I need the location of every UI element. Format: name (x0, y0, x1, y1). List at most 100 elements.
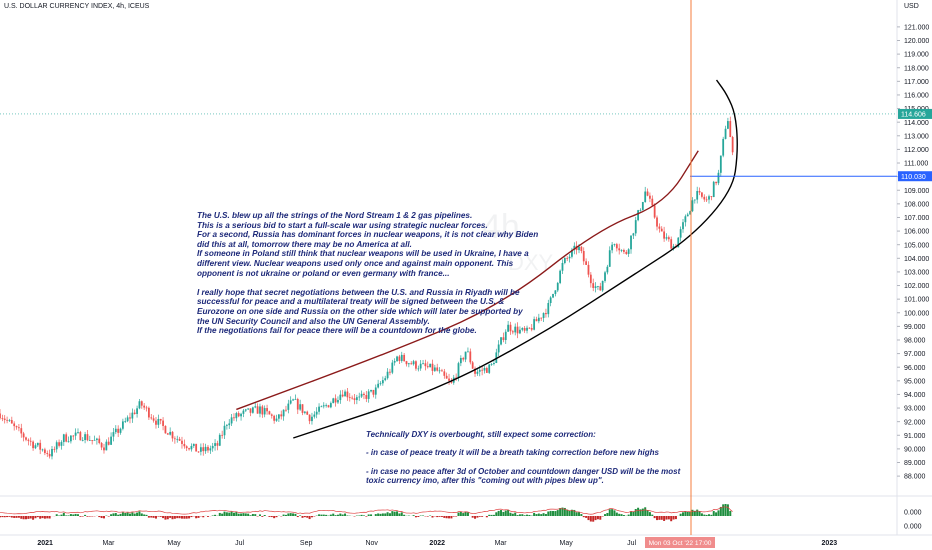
candle-body (516, 326, 519, 334)
candle-body (301, 404, 304, 413)
oscillator-bar (656, 516, 659, 521)
oscillator-bar (202, 516, 205, 518)
oscillator-bar (197, 516, 200, 518)
oscillator-bar (310, 516, 313, 518)
upper-channel-line[interactable] (236, 150, 699, 411)
x-tick-label: 2022 (429, 540, 445, 547)
oscillator-bar (388, 513, 391, 516)
candle-body (691, 200, 694, 212)
oscillator-bar (526, 514, 529, 516)
oscillator-bar (336, 514, 339, 516)
oscillator-bar (604, 514, 607, 516)
oscillator-bar (121, 512, 124, 516)
candle-body (438, 370, 441, 372)
candle-body (464, 351, 467, 360)
candle-body (526, 327, 528, 331)
candle-body (651, 198, 654, 206)
candle-body (311, 416, 313, 422)
candle-body (424, 363, 427, 367)
oscillator-bar (365, 516, 368, 517)
candle-body (646, 191, 649, 196)
candle-body (185, 446, 188, 449)
oscillator-signal-line (0, 506, 733, 515)
oscillator-bar (332, 513, 335, 516)
candle-body (667, 237, 670, 240)
idea-note-main-line: opponent is not ukraine or poland or eve… (197, 268, 450, 278)
candle-body (649, 195, 651, 199)
candle-body (495, 352, 498, 364)
oscillator-bar (592, 516, 595, 522)
oscillator-bar (561, 507, 564, 516)
oscillator-bar (162, 516, 165, 519)
candle-body (20, 428, 23, 434)
candle-body (504, 331, 507, 341)
oscillator-bar (523, 515, 526, 516)
oscillator-bar (516, 515, 519, 516)
oscillator-bar (301, 516, 304, 518)
y-tick-label: 111.000 (904, 161, 928, 168)
oscillator-bar (644, 507, 647, 516)
candle-body (325, 405, 328, 407)
candle-body (542, 313, 545, 319)
candle-body (535, 319, 538, 322)
candle-body (665, 237, 668, 239)
oscillator-bar (367, 514, 370, 516)
oscillator-bar (495, 512, 498, 516)
candle-body (729, 121, 732, 138)
y-tick-label: 108.000 (904, 201, 929, 208)
candle-body (10, 420, 13, 424)
oscillator-bar (67, 515, 70, 516)
candle-body (138, 401, 141, 409)
oscillator-bar (712, 511, 715, 516)
idea-note-main-line: the UN Security Council and also the UN … (197, 316, 430, 326)
oscillator-bar (282, 514, 285, 516)
candle-body (188, 448, 190, 450)
candle-body (334, 398, 337, 403)
candle-body (277, 414, 280, 419)
oscillator-bar (582, 516, 585, 518)
oscillator-bar (131, 512, 134, 516)
oscillator-bar (46, 516, 49, 519)
oscillator-bar (622, 515, 625, 516)
candle-body (507, 324, 510, 332)
candle-body (582, 251, 585, 262)
candle-body (337, 400, 339, 403)
oscillator-bar (497, 510, 500, 516)
oscillator-bar (32, 516, 35, 520)
candle-body (263, 408, 266, 415)
oscillator-bar (36, 516, 39, 518)
last-price-badge (898, 108, 932, 119)
oscillator-bar (102, 516, 105, 519)
oscillator-bar (320, 514, 323, 516)
candle-body (561, 262, 564, 271)
oscillator-bar (228, 512, 231, 516)
oscillator-bar (587, 516, 590, 521)
oscillator-bar (258, 514, 261, 516)
oscillator-bar (10, 516, 13, 518)
candle-body (448, 378, 450, 381)
oscillator-bar (112, 513, 115, 516)
oscillator-bar (703, 514, 706, 516)
candle-body (429, 363, 432, 368)
lower-channel-line[interactable] (293, 79, 738, 439)
candle-body (157, 418, 160, 425)
candle-body (391, 362, 394, 373)
candle-body (322, 405, 325, 407)
oscillator-bar (41, 516, 44, 519)
oscillator-bar (689, 511, 692, 516)
candle-body (537, 317, 540, 322)
candle-body (192, 443, 195, 446)
candle-body (72, 435, 75, 437)
candle-body (660, 228, 663, 232)
candle-body (719, 155, 722, 173)
oscillator-bar (585, 516, 588, 518)
oscillator-bar (157, 516, 160, 517)
candle-body (105, 441, 108, 451)
candle-body (129, 417, 131, 419)
candle-body (318, 406, 320, 412)
candle-body (701, 192, 703, 197)
oscillator-bar (438, 516, 441, 517)
time-axis[interactable]: 2021MarMayJulSepNov2022MarMayJulSep2023 (37, 540, 837, 547)
candle-body (384, 378, 387, 381)
